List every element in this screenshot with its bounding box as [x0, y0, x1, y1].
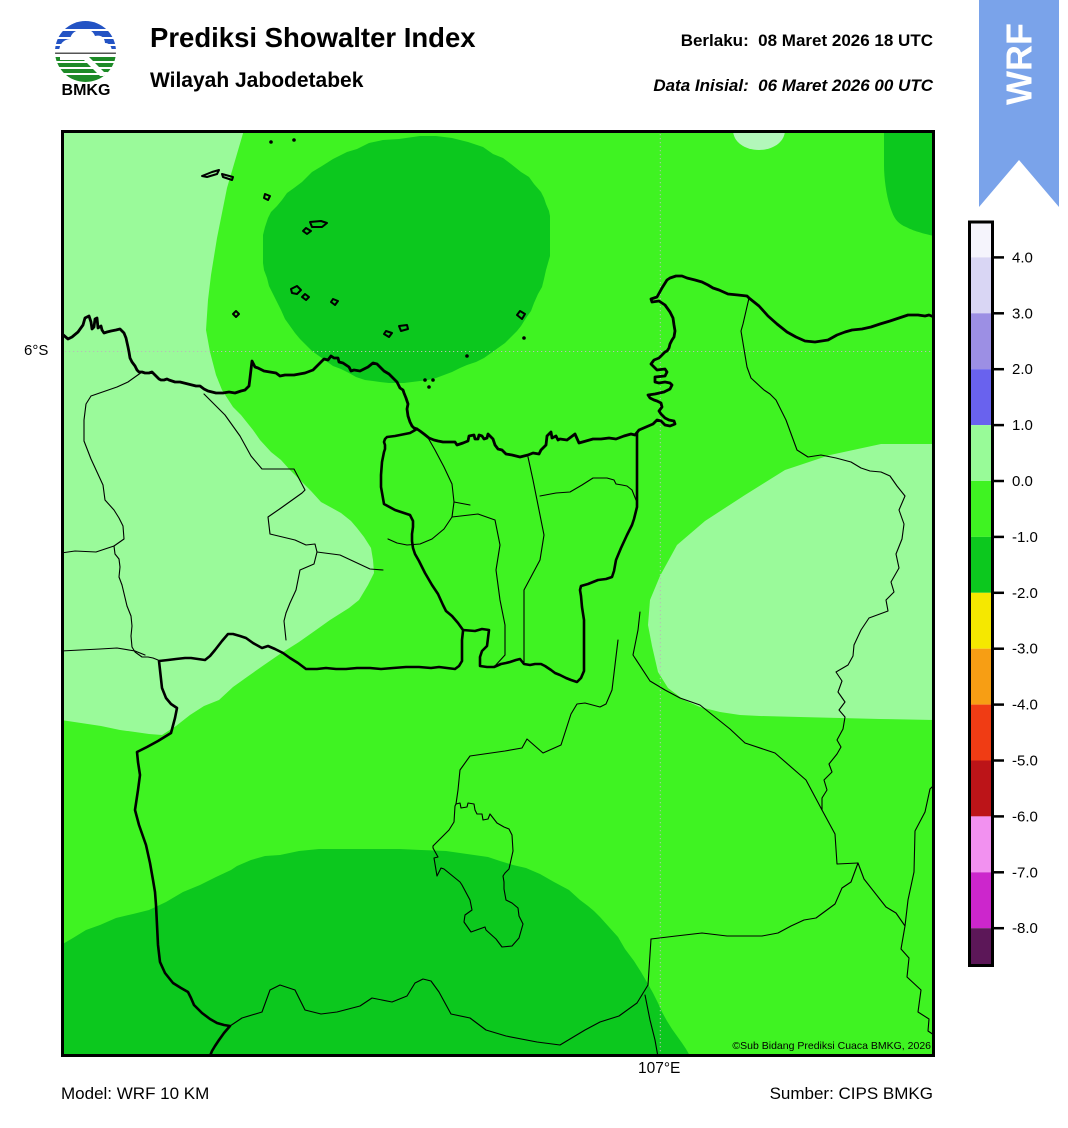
- svg-text:0.0: 0.0: [1012, 473, 1033, 490]
- svg-text:1.0: 1.0: [1012, 417, 1033, 434]
- svg-text:-2.0: -2.0: [1012, 585, 1038, 602]
- svg-text:-3.0: -3.0: [1012, 641, 1038, 658]
- svg-text:-8.0: -8.0: [1012, 920, 1038, 937]
- svg-text:©Sub Bidang Prediksi Cuaca BMK: ©Sub Bidang Prediksi Cuaca BMKG, 2026: [732, 1040, 931, 1052]
- svg-text:2.0: 2.0: [1012, 361, 1033, 378]
- svg-text:-6.0: -6.0: [1012, 808, 1038, 825]
- svg-text:-5.0: -5.0: [1012, 753, 1038, 770]
- svg-text:-7.0: -7.0: [1012, 864, 1038, 881]
- svg-text:3.0: 3.0: [1012, 305, 1033, 322]
- svg-text:-1.0: -1.0: [1012, 529, 1038, 546]
- svg-text:WRF: WRF: [999, 23, 1040, 105]
- svg-text:4.0: 4.0: [1012, 249, 1033, 266]
- svg-text:-4.0: -4.0: [1012, 697, 1038, 714]
